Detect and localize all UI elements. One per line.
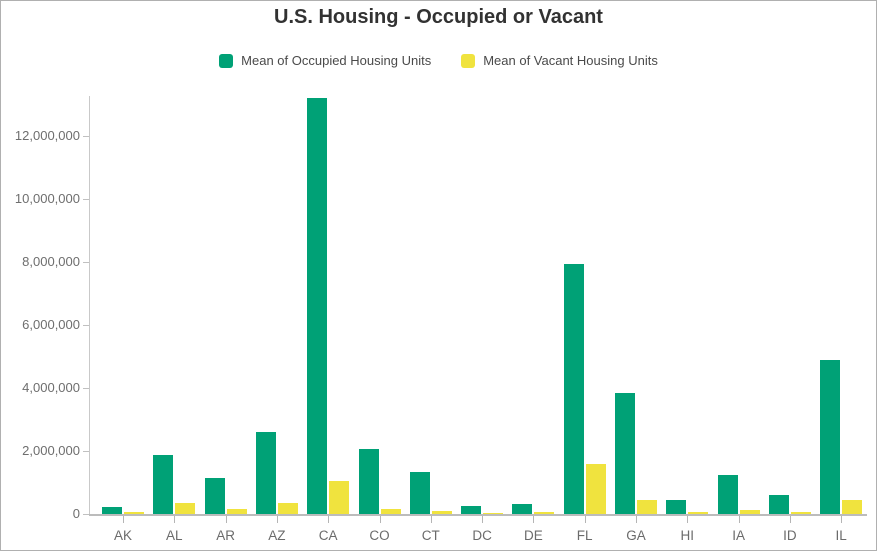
x-axis-tick: [430, 516, 432, 523]
x-axis-tick: [738, 516, 740, 523]
y-axis-label: 12,000,000: [14, 128, 80, 143]
x-axis-tick: [328, 516, 330, 523]
x-axis-label: CO: [369, 528, 390, 543]
bar-ak-vacant[interactable]: [124, 512, 144, 514]
bar-hi-occupied[interactable]: [666, 500, 687, 514]
y-axis-tick: [83, 451, 89, 452]
x-axis-tick: [379, 516, 381, 523]
x-axis-label: AK: [113, 528, 132, 543]
bar-ct-occupied[interactable]: [409, 472, 430, 514]
x-axis-label: DE: [524, 528, 543, 543]
y-axis-line: [89, 96, 90, 515]
vacant-series-swatch: [461, 53, 476, 68]
bar-ga-occupied[interactable]: [615, 393, 635, 514]
y-axis-label: 8,000,000: [22, 254, 80, 269]
bar-de-occupied[interactable]: [512, 504, 533, 514]
bar-ga-vacant[interactable]: [637, 500, 657, 514]
x-axis-label: HI: [680, 528, 695, 543]
y-axis-label: 6,000,000: [22, 317, 80, 332]
legend-item-vacant[interactable]: Mean of Vacant Housing Units: [461, 53, 658, 68]
x-axis-label: AZ: [268, 528, 286, 543]
x-axis-tick: [584, 516, 586, 523]
x-axis-tick: [225, 516, 227, 523]
x-axis-tick: [482, 516, 484, 523]
bar-ia-vacant[interactable]: [739, 510, 760, 514]
bar-id-occupied[interactable]: [768, 495, 789, 514]
x-axis-label: IA: [732, 528, 745, 543]
x-axis-tick: [533, 516, 535, 523]
y-axis-tick: [83, 199, 89, 200]
x-axis-label: AL: [166, 528, 183, 543]
bar-hi-vacant[interactable]: [688, 512, 709, 514]
legend: Mean of Occupied Housing Units Mean of V…: [1, 53, 876, 68]
bar-fl-vacant[interactable]: [585, 464, 606, 514]
bar-ct-vacant[interactable]: [431, 511, 452, 514]
bar-il-vacant[interactable]: [842, 500, 863, 514]
bar-co-vacant[interactable]: [380, 509, 401, 514]
bar-al-vacant[interactable]: [175, 503, 196, 514]
bar-al-occupied[interactable]: [153, 455, 174, 514]
x-axis-label: ID: [783, 528, 797, 543]
x-axis-tick: [174, 516, 176, 523]
x-axis-label: GA: [626, 528, 646, 543]
y-axis-label: 0: [72, 506, 80, 521]
x-axis-label: CT: [421, 528, 440, 543]
x-axis-tick: [687, 516, 689, 523]
bar-ak-occupied[interactable]: [102, 507, 122, 514]
bar-co-occupied[interactable]: [358, 449, 379, 514]
x-axis-label: DC: [472, 528, 492, 543]
bar-fl-occupied[interactable]: [563, 264, 584, 514]
bar-ca-vacant[interactable]: [329, 481, 350, 514]
x-axis-line: [89, 514, 867, 516]
bar-ia-occupied[interactable]: [717, 475, 738, 514]
bar-ar-occupied[interactable]: [204, 478, 225, 514]
y-axis-tick: [83, 325, 89, 326]
legend-item-occupied[interactable]: Mean of Occupied Housing Units: [219, 53, 431, 68]
y-axis-label: 2,000,000: [22, 443, 80, 458]
bar-ar-vacant[interactable]: [226, 509, 247, 514]
x-axis-tick: [789, 516, 791, 523]
bar-dc-vacant[interactable]: [483, 513, 504, 514]
bar-id-vacant[interactable]: [790, 512, 811, 514]
legend-item-label: Mean of Occupied Housing Units: [241, 53, 432, 68]
x-axis-tick: [841, 516, 843, 523]
chart-title: U.S. Housing - Occupied or Vacant: [274, 6, 603, 28]
y-axis-label: 4,000,000: [22, 380, 80, 395]
y-axis-label: 10,000,000: [14, 191, 80, 206]
x-axis-label: FL: [576, 528, 593, 543]
x-axis-tick: [123, 516, 124, 523]
y-axis-tick: [83, 262, 89, 263]
x-axis-label: CA: [318, 528, 338, 543]
bar-az-occupied[interactable]: [255, 432, 276, 514]
y-axis-tick: [83, 388, 89, 389]
y-axis-tick: [83, 514, 89, 515]
bar-ca-occupied[interactable]: [307, 98, 328, 514]
x-axis-label: AR: [216, 528, 235, 543]
bar-dc-occupied[interactable]: [461, 506, 482, 514]
bar-il-occupied[interactable]: [820, 360, 841, 514]
x-axis-tick: [636, 516, 637, 523]
legend-item-label: Mean of Vacant Housing Units: [483, 53, 658, 68]
bar-az-vacant[interactable]: [277, 503, 298, 514]
x-axis-label: IL: [835, 528, 847, 543]
bar-de-vacant[interactable]: [534, 512, 555, 514]
x-axis-tick: [276, 516, 278, 523]
occupied-series-swatch: [219, 53, 234, 68]
y-axis-tick: [83, 136, 89, 137]
